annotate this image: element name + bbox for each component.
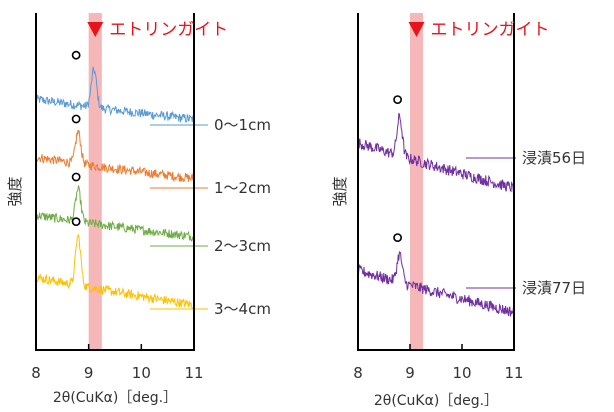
series-label: 1～2cm	[214, 179, 271, 197]
peak-circle-marker	[71, 172, 81, 182]
x-tick-label: 8	[353, 364, 363, 382]
series-label: 0～1cm	[214, 116, 271, 134]
series-label: 2～3cm	[214, 237, 271, 255]
x-tick-label: 10	[452, 364, 471, 382]
series-label: 3～4cm	[214, 300, 271, 318]
y-axis-title: 強度	[331, 176, 349, 206]
ettringite-label: エトリンガイト	[109, 20, 228, 40]
x-tick-label: 10	[132, 364, 151, 382]
series-trace	[357, 112, 515, 193]
peak-circle-marker	[393, 233, 402, 242]
ettringite-triangle-marker	[87, 22, 104, 37]
y-axis-title: 強度	[6, 176, 24, 206]
series-label: 浸漬77日	[522, 279, 586, 297]
series-trace	[35, 185, 195, 242]
series-label: 浸漬56日	[522, 149, 586, 167]
x-tick-label: 9	[405, 364, 415, 382]
series-trace	[35, 66, 195, 123]
x-axis-title: 2θ(CuKα)［deg.］	[53, 390, 177, 406]
series-trace	[357, 250, 515, 317]
x-tick-label: 8	[31, 364, 41, 382]
peak-circle-marker	[393, 95, 402, 104]
x-tick-label: 9	[84, 364, 94, 382]
ettringite-band	[88, 13, 102, 350]
peak-circle-marker	[71, 217, 81, 227]
x-axis-title: 2θ(CuKα)［deg.］	[374, 393, 498, 409]
series-trace	[35, 130, 195, 183]
series-trace	[36, 234, 195, 310]
peak-circle-marker	[71, 114, 81, 124]
ettringite-band	[410, 13, 423, 350]
panel-left: 0～1cm 1～2cm 2～3cm 3～4cm 8 9 10 11 2θ(CuKα)［deg.］…	[6, 13, 271, 406]
ettringite-label: エトリンガイト	[431, 20, 550, 40]
peak-circle-marker	[71, 50, 81, 60]
ettringite-triangle-marker	[408, 22, 425, 37]
x-tick-label: 11	[184, 364, 203, 382]
x-tick-label: 11	[504, 364, 523, 382]
